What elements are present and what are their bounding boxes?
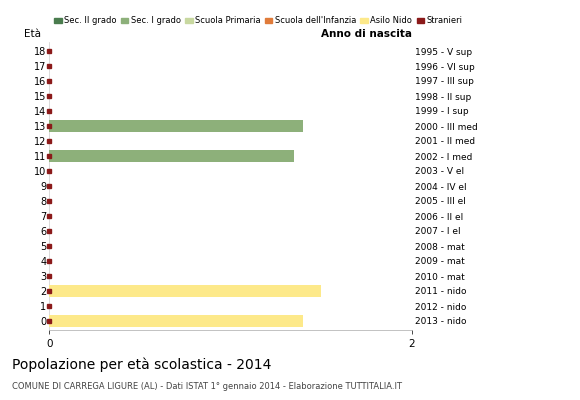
Text: Età: Età — [24, 29, 41, 39]
Text: COMUNE DI CARREGA LIGURE (AL) - Dati ISTAT 1° gennaio 2014 - Elaborazione TUTTIT: COMUNE DI CARREGA LIGURE (AL) - Dati IST… — [12, 382, 401, 391]
Bar — [49, 120, 303, 132]
Bar — [49, 315, 303, 327]
Text: Anno di nascita: Anno di nascita — [321, 29, 412, 39]
Text: Popolazione per età scolastica - 2014: Popolazione per età scolastica - 2014 — [12, 358, 271, 372]
Bar — [49, 285, 321, 297]
Bar — [49, 150, 294, 162]
Legend: Sec. II grado, Sec. I grado, Scuola Primaria, Scuola dell'Infanzia, Asilo Nido, : Sec. II grado, Sec. I grado, Scuola Prim… — [53, 16, 463, 26]
